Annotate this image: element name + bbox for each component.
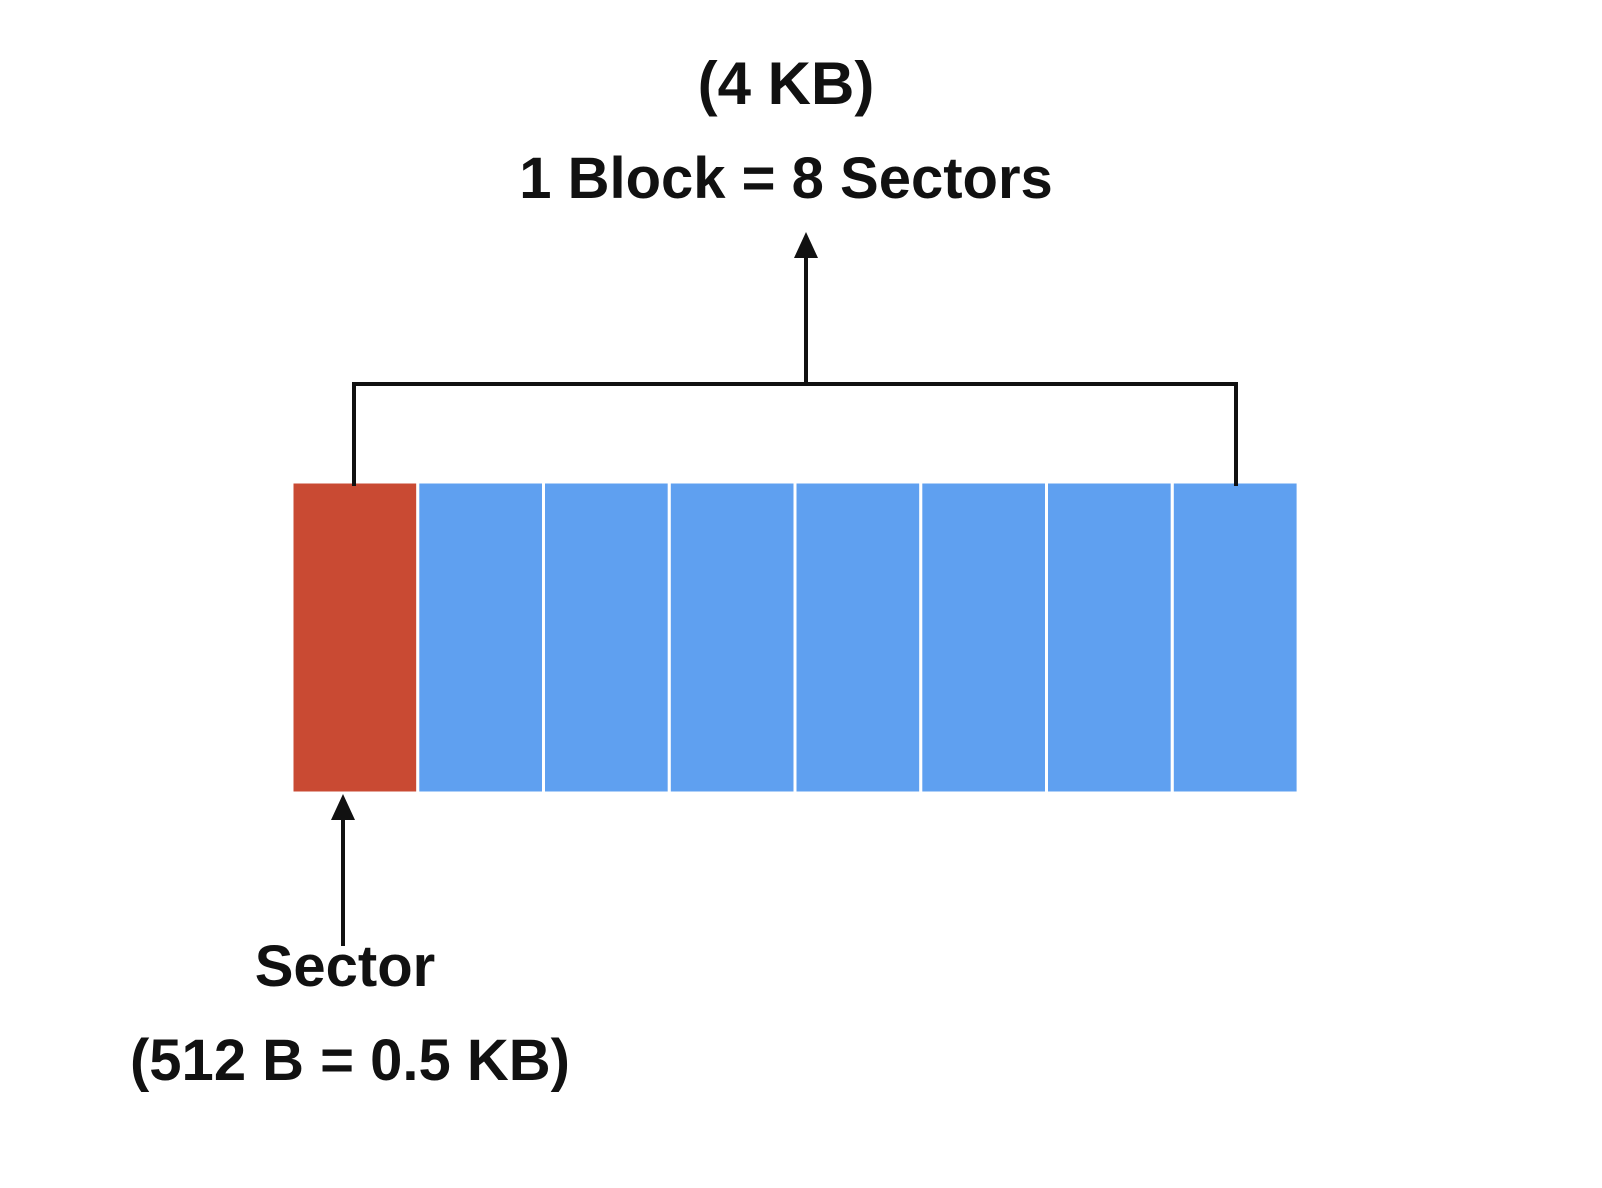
sector-cell bbox=[667, 480, 797, 795]
sector-cell bbox=[919, 480, 1049, 795]
sector-cell bbox=[1045, 480, 1174, 795]
sector-cell bbox=[1170, 480, 1300, 795]
sectors-group bbox=[290, 480, 1300, 795]
highlighted-sector bbox=[290, 480, 420, 795]
block-bracket bbox=[352, 382, 1238, 486]
sector-size-label: (512 B = 0.5 KB) bbox=[129, 1028, 570, 1093]
block-definition-label: 1 Block = 8 Sectors bbox=[519, 146, 1053, 211]
sector-label: Sector bbox=[254, 934, 436, 999]
sector-arrow bbox=[331, 794, 355, 946]
block-size-label: (4 KB) bbox=[697, 50, 875, 117]
sector-cell bbox=[416, 480, 546, 795]
block-arrow-head bbox=[794, 232, 818, 258]
sector-cell bbox=[793, 480, 923, 795]
sector-cell bbox=[542, 480, 671, 795]
block-arrow bbox=[794, 232, 818, 384]
sector-arrow-head bbox=[331, 794, 355, 820]
